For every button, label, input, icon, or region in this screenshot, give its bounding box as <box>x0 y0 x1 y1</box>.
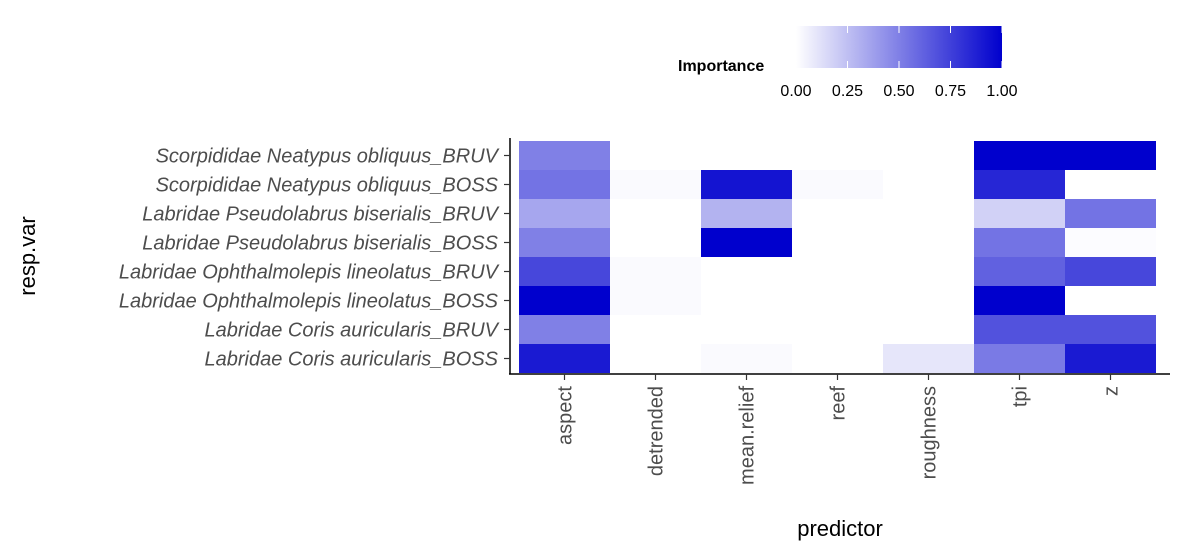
heat-cell-5-5 <box>974 286 1065 315</box>
y-tick-label: Labridae Coris auricularis_BRUV <box>205 320 500 342</box>
y-axis-title: resp.var <box>15 216 40 295</box>
y-tick-label: Labridae Coris auricularis_BOSS <box>205 349 499 371</box>
heat-cell-0-6 <box>1065 141 1156 170</box>
heat-cell-5-1 <box>610 286 701 315</box>
x-tick-label: reef <box>828 386 850 421</box>
y-tick-label: Labridae Ophthalmolepis lineolatus_BOSS <box>119 291 499 313</box>
heat-cell-7-4 <box>883 344 974 373</box>
heat-cell-4-1 <box>610 257 701 286</box>
heat-cell-6-1 <box>610 315 701 344</box>
x-axis-ticks: aspect detrended mean.relief reef roughness t… <box>555 374 1123 485</box>
heat-cell-1-2 <box>701 170 792 199</box>
y-tick-label: Scorpididae Neatypus obliquus_BOSS <box>156 175 499 197</box>
y-axis-ticks: Scorpididae Neatypus obliquus_BRUV Scorpi… <box>119 146 510 371</box>
x-tick-label: aspect <box>555 386 577 445</box>
heat-cell-6-2 <box>701 315 792 344</box>
heat-cell-0-2 <box>701 141 792 170</box>
heat-cell-0-0 <box>519 141 610 170</box>
heat-cell-6-5 <box>974 315 1065 344</box>
heat-cell-1-3 <box>792 170 883 199</box>
legend-ticks: 0.00 0.25 0.50 0.75 1.00 <box>780 26 1018 100</box>
heat-cell-2-0 <box>519 199 610 228</box>
heat-cell-5-4 <box>883 286 974 315</box>
x-tick-label: detrended <box>646 386 668 476</box>
heat-cell-3-1 <box>610 228 701 257</box>
heat-cell-7-0 <box>519 344 610 373</box>
legend-tick-label: 0.75 <box>935 83 966 100</box>
legend: Importance 0.00 0.25 0.50 0.75 1.00 <box>678 26 1018 100</box>
heat-cell-0-1 <box>610 141 701 170</box>
heatmap-cells <box>519 141 1156 373</box>
heat-cell-3-3 <box>792 228 883 257</box>
y-tick-label: Labridae Ophthalmolepis lineolatus_BRUV <box>119 262 500 284</box>
x-axis-title: predictor <box>797 516 883 541</box>
heat-cell-7-5 <box>974 344 1065 373</box>
heat-cell-1-4 <box>883 170 974 199</box>
heat-cell-5-6 <box>1065 286 1156 315</box>
heat-cell-2-5 <box>974 199 1065 228</box>
heat-cell-7-1 <box>610 344 701 373</box>
heat-cell-1-5 <box>974 170 1065 199</box>
heat-cell-3-2 <box>701 228 792 257</box>
x-tick-label: mean.relief <box>737 386 759 485</box>
heat-cell-0-3 <box>792 141 883 170</box>
legend-tick-label: 0.00 <box>780 83 811 100</box>
heat-cell-2-4 <box>883 199 974 228</box>
y-tick-label: Scorpididae Neatypus obliquus_BRUV <box>156 146 500 168</box>
heat-cell-4-5 <box>974 257 1065 286</box>
heat-cell-2-1 <box>610 199 701 228</box>
x-tick-label: roughness <box>919 386 941 479</box>
heat-cell-5-3 <box>792 286 883 315</box>
heat-cell-4-2 <box>701 257 792 286</box>
heat-cell-1-1 <box>610 170 701 199</box>
y-tick-label: Labridae Pseudolabrus biserialis_BRUV <box>142 204 499 226</box>
heat-cell-7-2 <box>701 344 792 373</box>
heat-cell-7-6 <box>1065 344 1156 373</box>
heat-cell-5-0 <box>519 286 610 315</box>
heat-cell-6-6 <box>1065 315 1156 344</box>
heat-cell-6-4 <box>883 315 974 344</box>
x-tick-label: tpi <box>1010 386 1032 407</box>
legend-tick-label: 0.50 <box>883 83 914 100</box>
heat-cell-2-2 <box>701 199 792 228</box>
heat-cell-2-3 <box>792 199 883 228</box>
heat-cell-3-6 <box>1065 228 1156 257</box>
heat-cell-4-0 <box>519 257 610 286</box>
heat-cell-0-5 <box>974 141 1065 170</box>
heat-cell-7-3 <box>792 344 883 373</box>
heat-cell-0-4 <box>883 141 974 170</box>
x-tick-label: z <box>1101 386 1123 396</box>
heat-cell-4-3 <box>792 257 883 286</box>
heat-cell-5-2 <box>701 286 792 315</box>
heat-cell-1-0 <box>519 170 610 199</box>
heat-cell-3-4 <box>883 228 974 257</box>
y-tick-label: Labridae Pseudolabrus biserialis_BOSS <box>142 233 498 255</box>
heat-cell-3-5 <box>974 228 1065 257</box>
heat-cell-3-0 <box>519 228 610 257</box>
heat-cell-2-6 <box>1065 199 1156 228</box>
heat-cell-6-0 <box>519 315 610 344</box>
heat-cell-4-4 <box>883 257 974 286</box>
heat-cell-6-3 <box>792 315 883 344</box>
heat-cell-4-6 <box>1065 257 1156 286</box>
legend-title: Importance <box>678 58 764 75</box>
legend-tick-label: 1.00 <box>986 83 1017 100</box>
heat-cell-1-6 <box>1065 170 1156 199</box>
legend-tick-label: 0.25 <box>832 83 863 100</box>
